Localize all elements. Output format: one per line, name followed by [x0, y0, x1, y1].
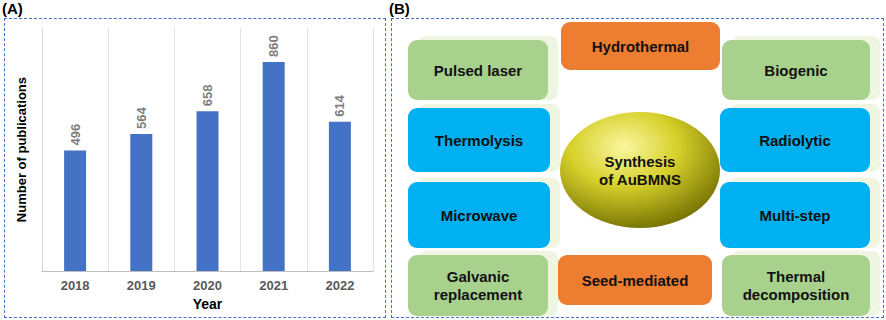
- svg-text:Radiolytic: Radiolytic: [759, 132, 831, 149]
- svg-text:Microwave: Microwave: [441, 207, 518, 224]
- svg-text:Pulsed laser: Pulsed laser: [434, 62, 523, 79]
- svg-text:Multi-step: Multi-step: [760, 207, 831, 224]
- svg-text:2019: 2019: [127, 278, 156, 293]
- svg-text:Thermal: Thermal: [767, 268, 825, 285]
- svg-text:614: 614: [332, 94, 347, 116]
- html-text:(B): (B): [389, 0, 410, 17]
- svg-text:decomposition: decomposition: [743, 286, 850, 303]
- svg-text:Galvanic: Galvanic: [447, 268, 510, 285]
- svg-text:replacement: replacement: [434, 286, 522, 303]
- svg-text:2022: 2022: [325, 278, 354, 293]
- svg-text:of AuBMNS: of AuBMNS: [599, 171, 681, 188]
- svg-text:860: 860: [266, 35, 281, 57]
- svg-text:564: 564: [134, 107, 149, 129]
- svg-text:2021: 2021: [259, 278, 288, 293]
- svg-text:Synthesis: Synthesis: [605, 153, 676, 170]
- svg-text:Year: Year: [193, 296, 223, 312]
- svg-text:Thermolysis: Thermolysis: [435, 132, 523, 149]
- svg-text:2018: 2018: [61, 278, 90, 293]
- svg-text:Hydrothermal: Hydrothermal: [592, 38, 690, 55]
- svg-text:Number of publications: Number of publications: [14, 77, 29, 222]
- html-text:(A): (A): [2, 0, 23, 17]
- svg-text:2020: 2020: [193, 278, 222, 293]
- svg-text:Seed-mediated: Seed-mediated: [582, 272, 689, 289]
- svg-text:Biogenic: Biogenic: [764, 62, 827, 79]
- svg-text:658: 658: [200, 84, 215, 106]
- svg-text:496: 496: [68, 124, 83, 146]
